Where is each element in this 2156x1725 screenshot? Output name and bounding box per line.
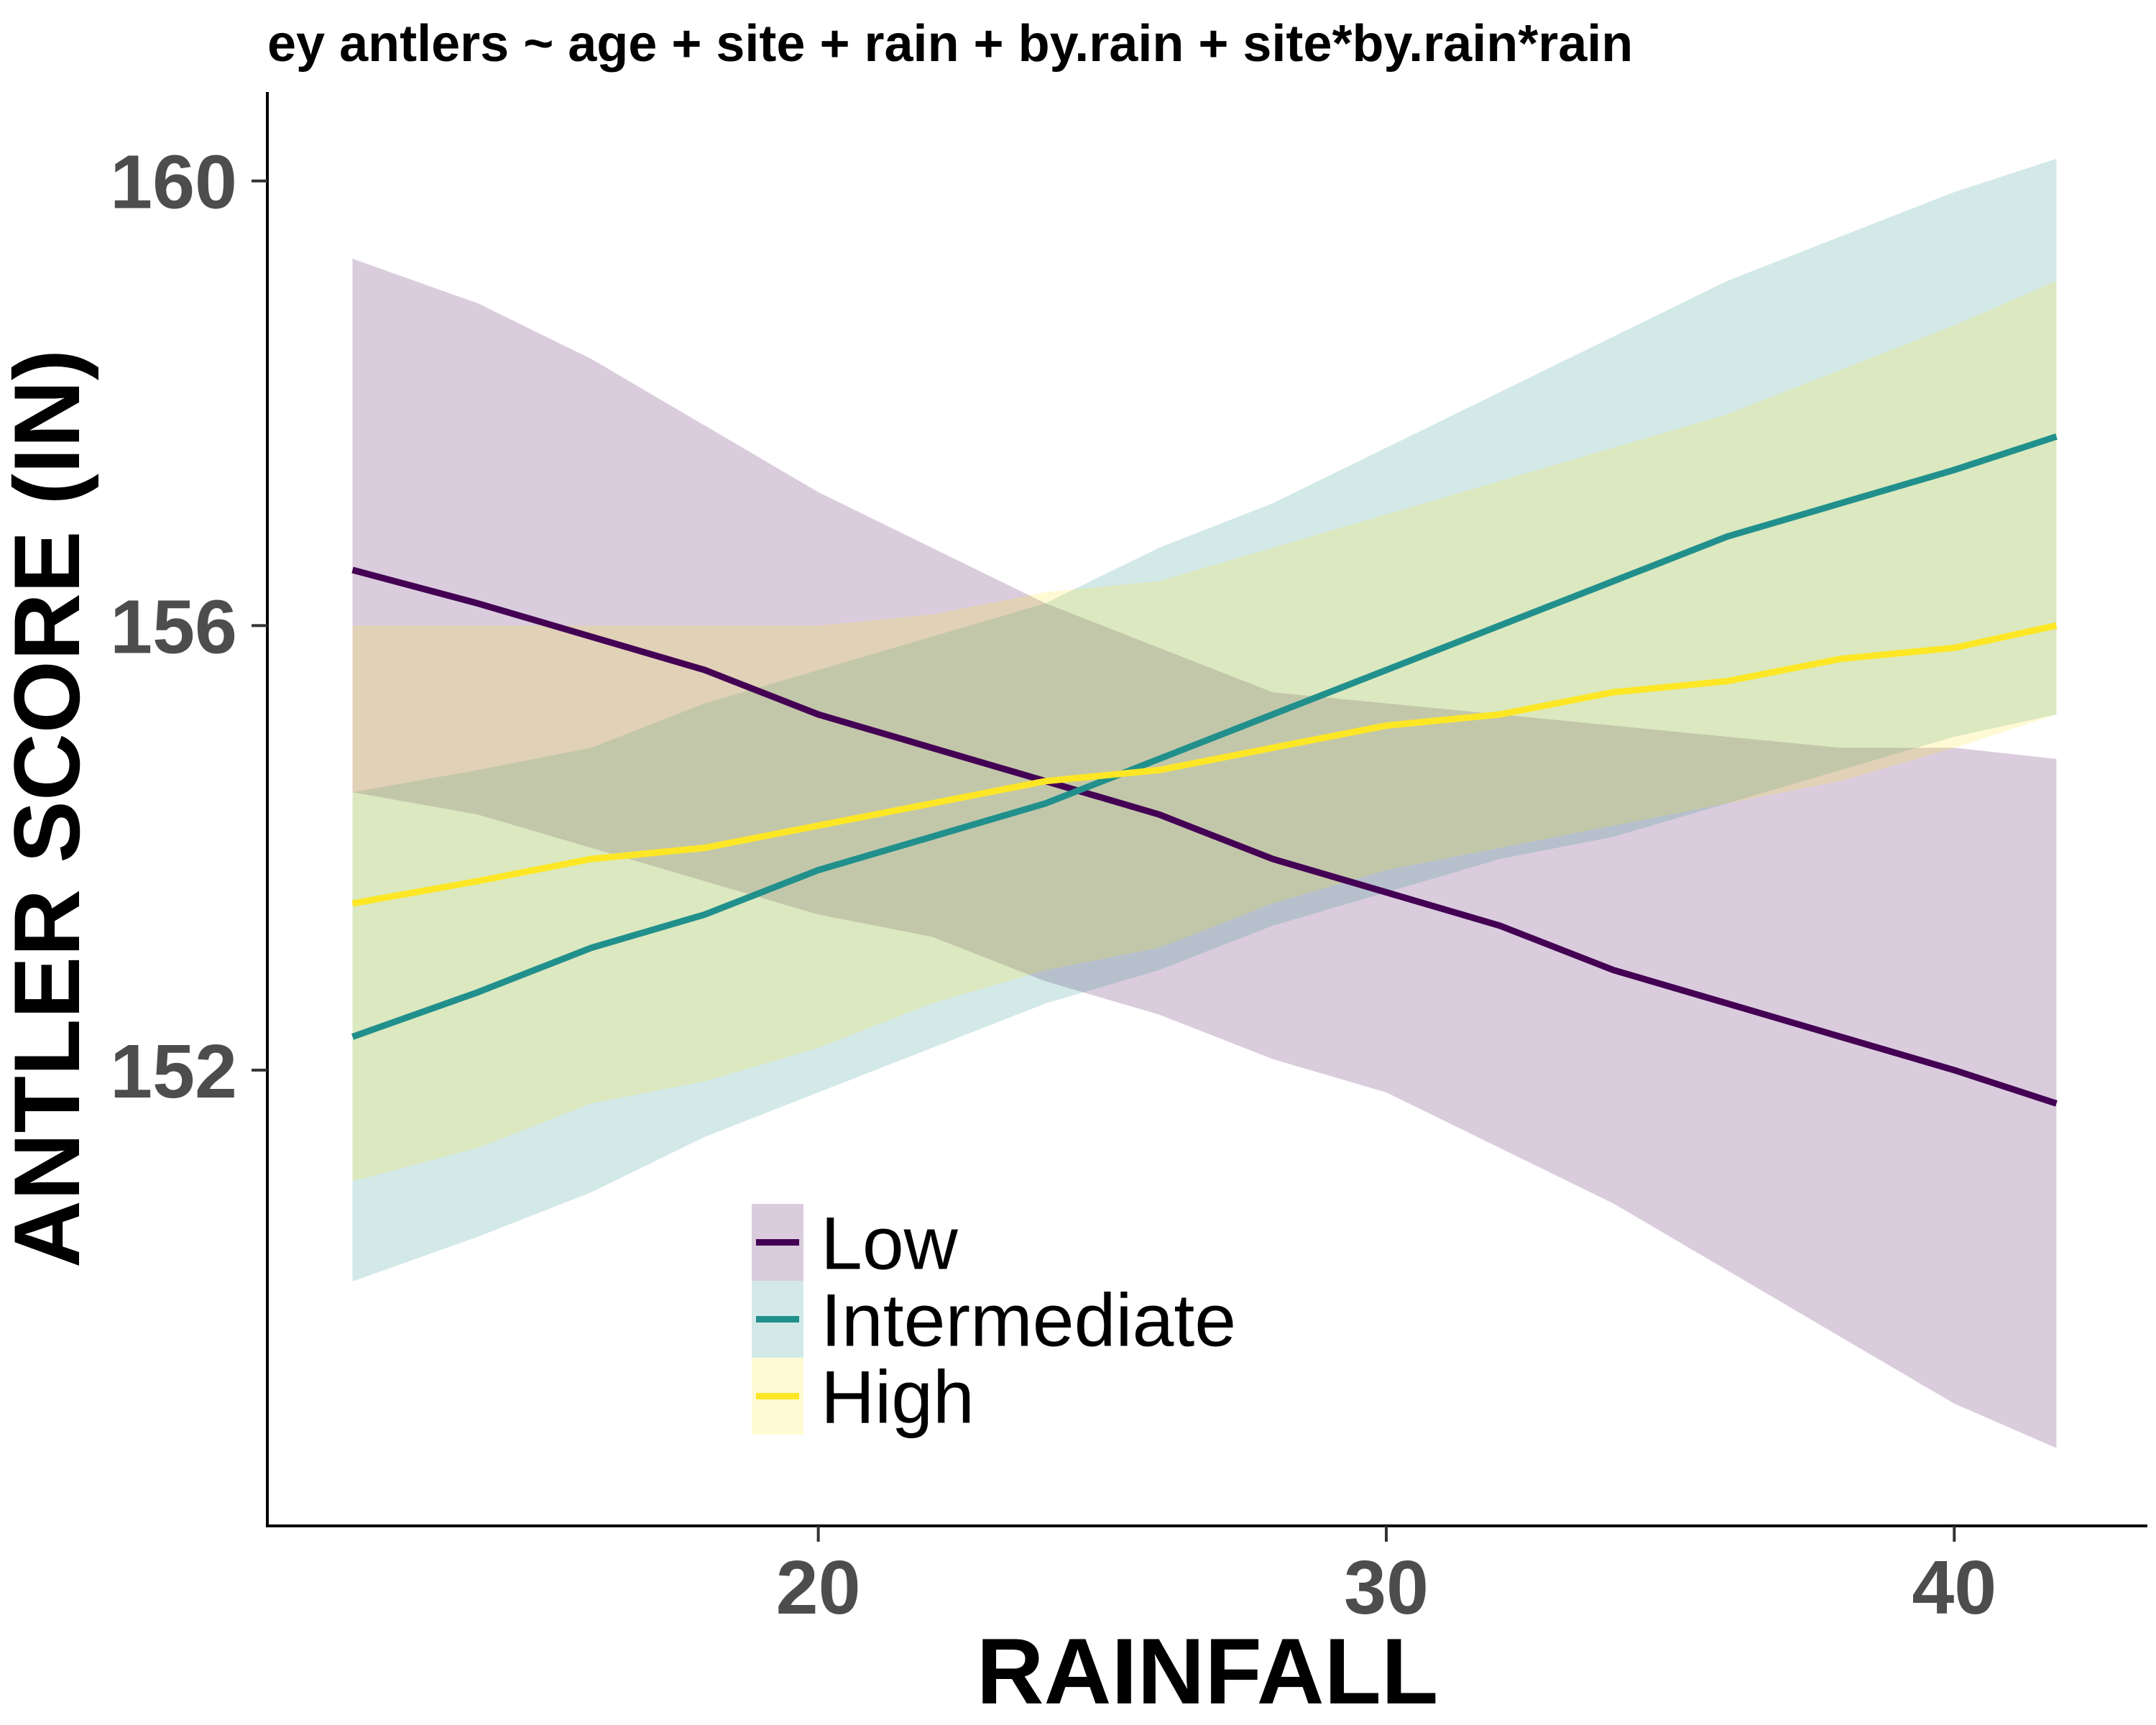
x-tick-label: 30 (1344, 1545, 1429, 1630)
chart-title: ey antlers ~ age + site + rain + by.rain… (267, 15, 1633, 73)
legend-label-intermediate: Intermediate (821, 1279, 1236, 1363)
band-low (352, 259, 2057, 1448)
x-axis-title: RAINFALL (977, 1619, 1439, 1724)
x-tick-label: 20 (776, 1545, 861, 1630)
series-lines (351, 433, 2058, 1107)
y-tick-label: 152 (110, 1029, 237, 1114)
y-axis-title: ANTLER SCORE (IN) (0, 349, 99, 1268)
x-tick-label: 40 (1912, 1545, 1996, 1630)
band-intermediate (352, 158, 2057, 1282)
y-tick-label: 156 (110, 584, 237, 669)
series-line-low (351, 566, 2058, 1107)
legend-label-low: Low (821, 1202, 959, 1286)
axes (266, 92, 2147, 1527)
series-line-high (351, 622, 2058, 907)
y-tick-label: 160 (110, 140, 237, 225)
band-high (352, 280, 2057, 1182)
series-line-intermediate (351, 433, 2058, 1040)
legend-label-high: High (821, 1356, 975, 1440)
ticks: 152 156 160 20 30 40 (110, 140, 1996, 1630)
confidence-bands (352, 158, 2057, 1448)
